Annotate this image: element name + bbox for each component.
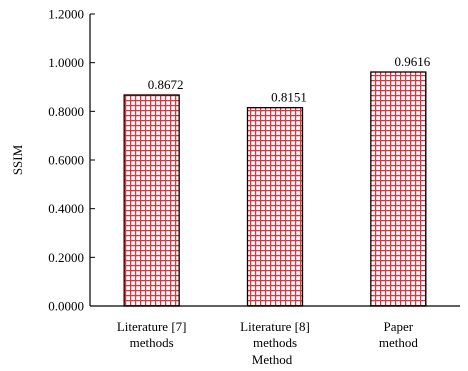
bar-value-label: 0.8151 [271, 90, 307, 105]
y-tick-label: 0.2000 [48, 250, 84, 265]
bar [370, 71, 427, 307]
x-category-label: methods [130, 335, 174, 350]
y-tick-label: 1.2000 [48, 7, 84, 22]
x-category-label: Literature [8] [240, 319, 310, 334]
y-tick-label: 1.0000 [48, 55, 84, 70]
y-tick-label: 0.6000 [48, 153, 84, 168]
x-axis-title: Method [252, 352, 293, 367]
y-axis-title: SSIM [10, 144, 25, 175]
bar-value-label: 0.9616 [394, 54, 430, 69]
value-labels: 0.8672 0.8151 0.9616 [148, 54, 431, 105]
y-tick-label: 0.0000 [48, 299, 84, 314]
x-category-label: Paper [384, 319, 414, 334]
x-category-label: method [379, 335, 418, 350]
y-tick-label: 0.4000 [48, 201, 84, 216]
bar [246, 107, 304, 307]
x-category-label: methods [253, 335, 297, 350]
x-category-label: Literature [7] [117, 319, 187, 334]
y-axis-ticks: 0.0000 0.2000 0.4000 0.6000 0.8000 1.0000 1.20… [48, 7, 95, 314]
y-tick-label: 0.8000 [48, 104, 84, 119]
bar-value-label: 0.8672 [148, 77, 184, 92]
bars [123, 71, 427, 307]
bar [123, 94, 180, 307]
